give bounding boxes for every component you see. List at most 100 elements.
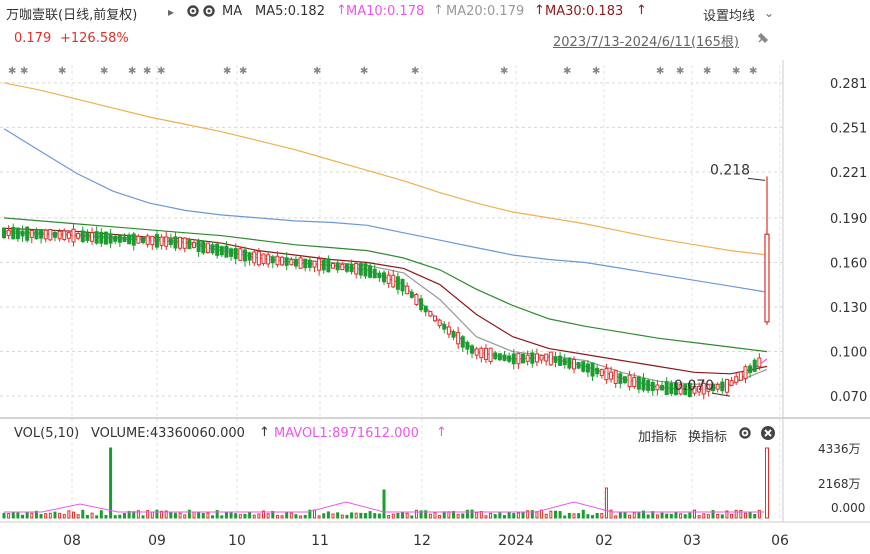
candle-body: [298, 257, 303, 269]
candle-body: [590, 362, 595, 377]
x-tick-label: 03: [683, 533, 701, 549]
candle-body: [460, 336, 465, 348]
volume-bar: [674, 512, 678, 519]
volume-bar: [470, 509, 474, 519]
candle-body: [683, 384, 688, 396]
candle-body: [456, 331, 461, 345]
candle-body: [636, 376, 641, 390]
candle-body: [650, 381, 655, 392]
volume-bar: [16, 512, 20, 519]
candle-body: [562, 358, 567, 366]
volume-bar: [540, 509, 544, 519]
add-indicator-button[interactable]: 加指标: [638, 430, 678, 445]
high-annotation-arrow: [747, 177, 766, 181]
candle-body: [544, 353, 549, 362]
candle-body: [502, 354, 507, 361]
ma10-value: MA10:0.178: [346, 4, 425, 19]
event-marker-icon: ✱: [100, 66, 108, 77]
candle-body: [405, 285, 410, 295]
y-tick-label: 0.190: [830, 212, 867, 227]
volume-bar: [266, 513, 270, 519]
candle-body: [168, 238, 173, 246]
volume-bar: [317, 515, 321, 519]
mavol1-arrow-icon: ↑: [436, 425, 447, 440]
volume-bar: [711, 510, 715, 519]
volume-bar: [257, 513, 261, 519]
chevron-down-icon[interactable]: ⌄: [764, 6, 775, 20]
candle-body: [210, 244, 215, 254]
volume-bar: [252, 514, 256, 519]
candle-body: [280, 256, 285, 266]
vol-close-icon[interactable]: [760, 425, 776, 445]
volume-bar: [220, 515, 224, 519]
volume-bar: [743, 512, 747, 519]
volume-bar: [289, 512, 293, 519]
candle-body: [382, 272, 386, 283]
volume-bar: [484, 515, 488, 519]
volume-bar: [595, 512, 599, 519]
candle-body: [432, 315, 437, 322]
volume-bar: [697, 515, 701, 519]
candle-body: [613, 370, 618, 384]
candle-body: [154, 234, 159, 248]
volume-bar: [456, 514, 460, 519]
volume-bar: [7, 513, 11, 519]
expand-icon[interactable]: ▸: [168, 5, 175, 19]
volume-bar: [215, 510, 219, 519]
switch-indicator-button[interactable]: 换指标: [688, 430, 728, 445]
candle-body: [108, 233, 113, 244]
candle-body: [553, 356, 558, 363]
volume-bar: [178, 512, 182, 519]
volume-bar: [248, 511, 252, 519]
mavol1-value: MAVOL1:8971612.000: [274, 426, 419, 441]
candle-body: [284, 257, 289, 266]
candle-body: [372, 268, 377, 279]
volume-bar: [81, 509, 85, 519]
candle-body: [57, 230, 62, 240]
volume-bar: [58, 512, 62, 519]
candle-body: [530, 352, 535, 364]
candle-body: [525, 354, 530, 362]
candle-body: [576, 362, 581, 369]
candle-body: [724, 378, 729, 393]
volume-bar: [502, 515, 506, 519]
settings-ma-button[interactable]: 设置均线: [703, 9, 756, 24]
y-tick-label: 0.130: [830, 301, 867, 316]
vol-label: VOL(5,10): [14, 426, 80, 441]
event-marker-icon: ✱: [749, 66, 757, 77]
pin-icon[interactable]: [755, 30, 771, 50]
candle-body: [581, 361, 586, 372]
volume-bar: [507, 512, 511, 519]
volume-bar: [410, 515, 414, 519]
ma-line-ma60: [3, 128, 768, 293]
candle-body: [377, 272, 382, 279]
candle-body: [233, 248, 238, 260]
candle-body: [548, 351, 553, 366]
candle-body: [488, 347, 493, 362]
x-tick-label: 11: [311, 533, 329, 549]
volume-bar: [345, 514, 349, 519]
candle-body: [150, 235, 155, 246]
settings-icons[interactable]: [186, 3, 220, 23]
candle-body: [122, 236, 127, 242]
ma30-arrow2-icon: ↑: [636, 3, 647, 18]
candle-body: [437, 319, 442, 327]
vol-gear-icon[interactable]: [737, 425, 753, 445]
candle-body: [326, 258, 331, 273]
candle-body: [764, 233, 770, 323]
event-marker-icon: ✱: [360, 66, 368, 77]
volume-bar: [113, 515, 117, 519]
candle-body: [131, 233, 136, 246]
volume-bar: [30, 512, 34, 519]
volume-bar: [164, 510, 168, 519]
y-tick-label: 0.221: [830, 166, 867, 181]
candle-body: [729, 380, 734, 386]
candle-body: [706, 384, 711, 392]
candle-body: [90, 232, 95, 242]
volume-bar: [479, 510, 483, 519]
volume-bar: [396, 513, 400, 519]
x-tick-label: 09: [148, 533, 166, 549]
candle-body: [25, 226, 30, 241]
volume-bar: [475, 512, 479, 519]
